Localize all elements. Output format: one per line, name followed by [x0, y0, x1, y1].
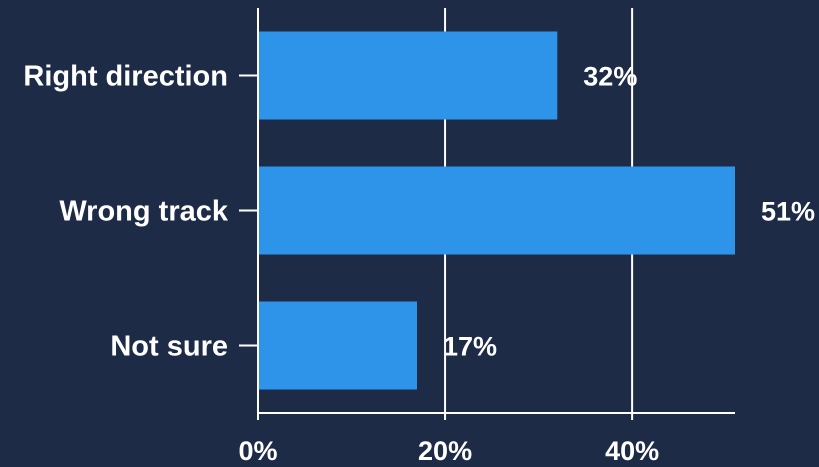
labels: 0% 20% 40% Right direction 32% Wrong track 51%… [23, 61, 815, 467]
x-tick-label: 40% [605, 436, 659, 466]
bar [258, 31, 558, 120]
bar [258, 166, 735, 255]
category-label: Right direction [23, 61, 228, 93]
category-label: Not sure [110, 331, 228, 363]
data-label: 51% [761, 197, 815, 227]
x-tick-label: 0% [238, 436, 277, 466]
data-label: 32% [583, 62, 637, 92]
axes [239, 8, 735, 414]
bar [258, 301, 417, 390]
x-tick-label: 20% [418, 436, 472, 466]
data-label: 17% [443, 332, 497, 362]
bars [258, 31, 735, 390]
category-label: Wrong track [59, 196, 229, 228]
